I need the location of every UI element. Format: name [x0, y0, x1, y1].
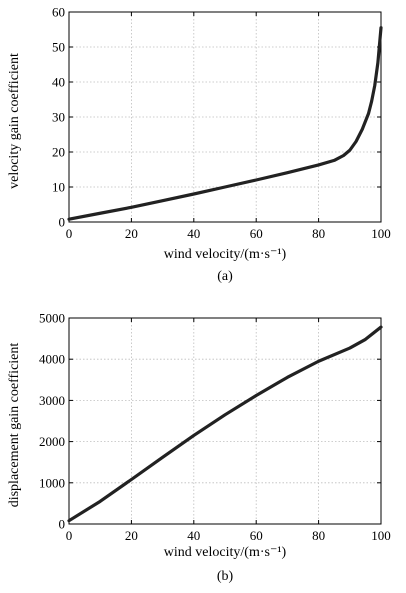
chart-a-x-tick-label: 40: [187, 226, 200, 241]
chart-a-y-tick-label: 50: [52, 40, 65, 55]
chart-a-x-tick-label: 20: [125, 226, 138, 241]
chart-a-y-tick-label: 60: [52, 5, 65, 20]
chart-b-caption: (b): [217, 569, 234, 584]
chart-b-plot-frame: [68, 317, 382, 525]
chart-b-x-tick-label: 40: [187, 528, 200, 543]
chart-b-y-tick-label: 4000: [39, 352, 65, 367]
chart-b-y-tick-label: 0: [59, 517, 66, 532]
chart-a: 0 20 40 60 80 100 0 10 20 30 40 50 60 wind velocity/(…: [7, 5, 391, 285]
chart-a-x-tick-label: 80: [312, 226, 325, 241]
chart-a-y-tick-label: 10: [52, 180, 65, 195]
chart-a-y-tick-label: 20: [52, 145, 65, 160]
chart-b-y-tick-label: 1000: [39, 475, 65, 490]
chart-b-x-tick-label: 100: [371, 528, 391, 543]
chart-a-series-line: [67, 26, 383, 221]
chart-b-x-tick-label: 60: [250, 528, 263, 543]
chart-b-x-tick-label: 0: [66, 528, 73, 543]
chart-a-y-tick-label: 30: [52, 110, 65, 125]
chart-b-y-tick-label: 5000: [39, 311, 65, 326]
chart-b-x-tick-label: 80: [312, 528, 325, 543]
chart-a-x-tick-label: 100: [371, 226, 391, 241]
chart-a-y-axis-label: velocity gain coefficient: [7, 53, 22, 189]
chart-a-y-tick-label: 0: [59, 215, 66, 230]
chart-b-x-axis-label: wind velocity/(m·s⁻¹): [164, 545, 287, 560]
chart-b-series-line: [67, 325, 383, 523]
chart-a-x-tick-label: 0: [66, 226, 73, 241]
chart-a-caption: (a): [217, 269, 233, 284]
chart-b-y-tick-label: 2000: [39, 434, 65, 449]
chart-b-y-axis-label: displacement gain coefficient: [7, 343, 22, 508]
chart-b-y-tick-label: 3000: [39, 393, 65, 408]
chart-a-y-tick-label: 40: [52, 75, 65, 90]
chart-b-x-tick-label: 20: [125, 528, 138, 543]
chart-a-x-tick-label: 60: [250, 226, 263, 241]
chart-a-x-axis-label: wind velocity/(m·s⁻¹): [164, 247, 287, 262]
